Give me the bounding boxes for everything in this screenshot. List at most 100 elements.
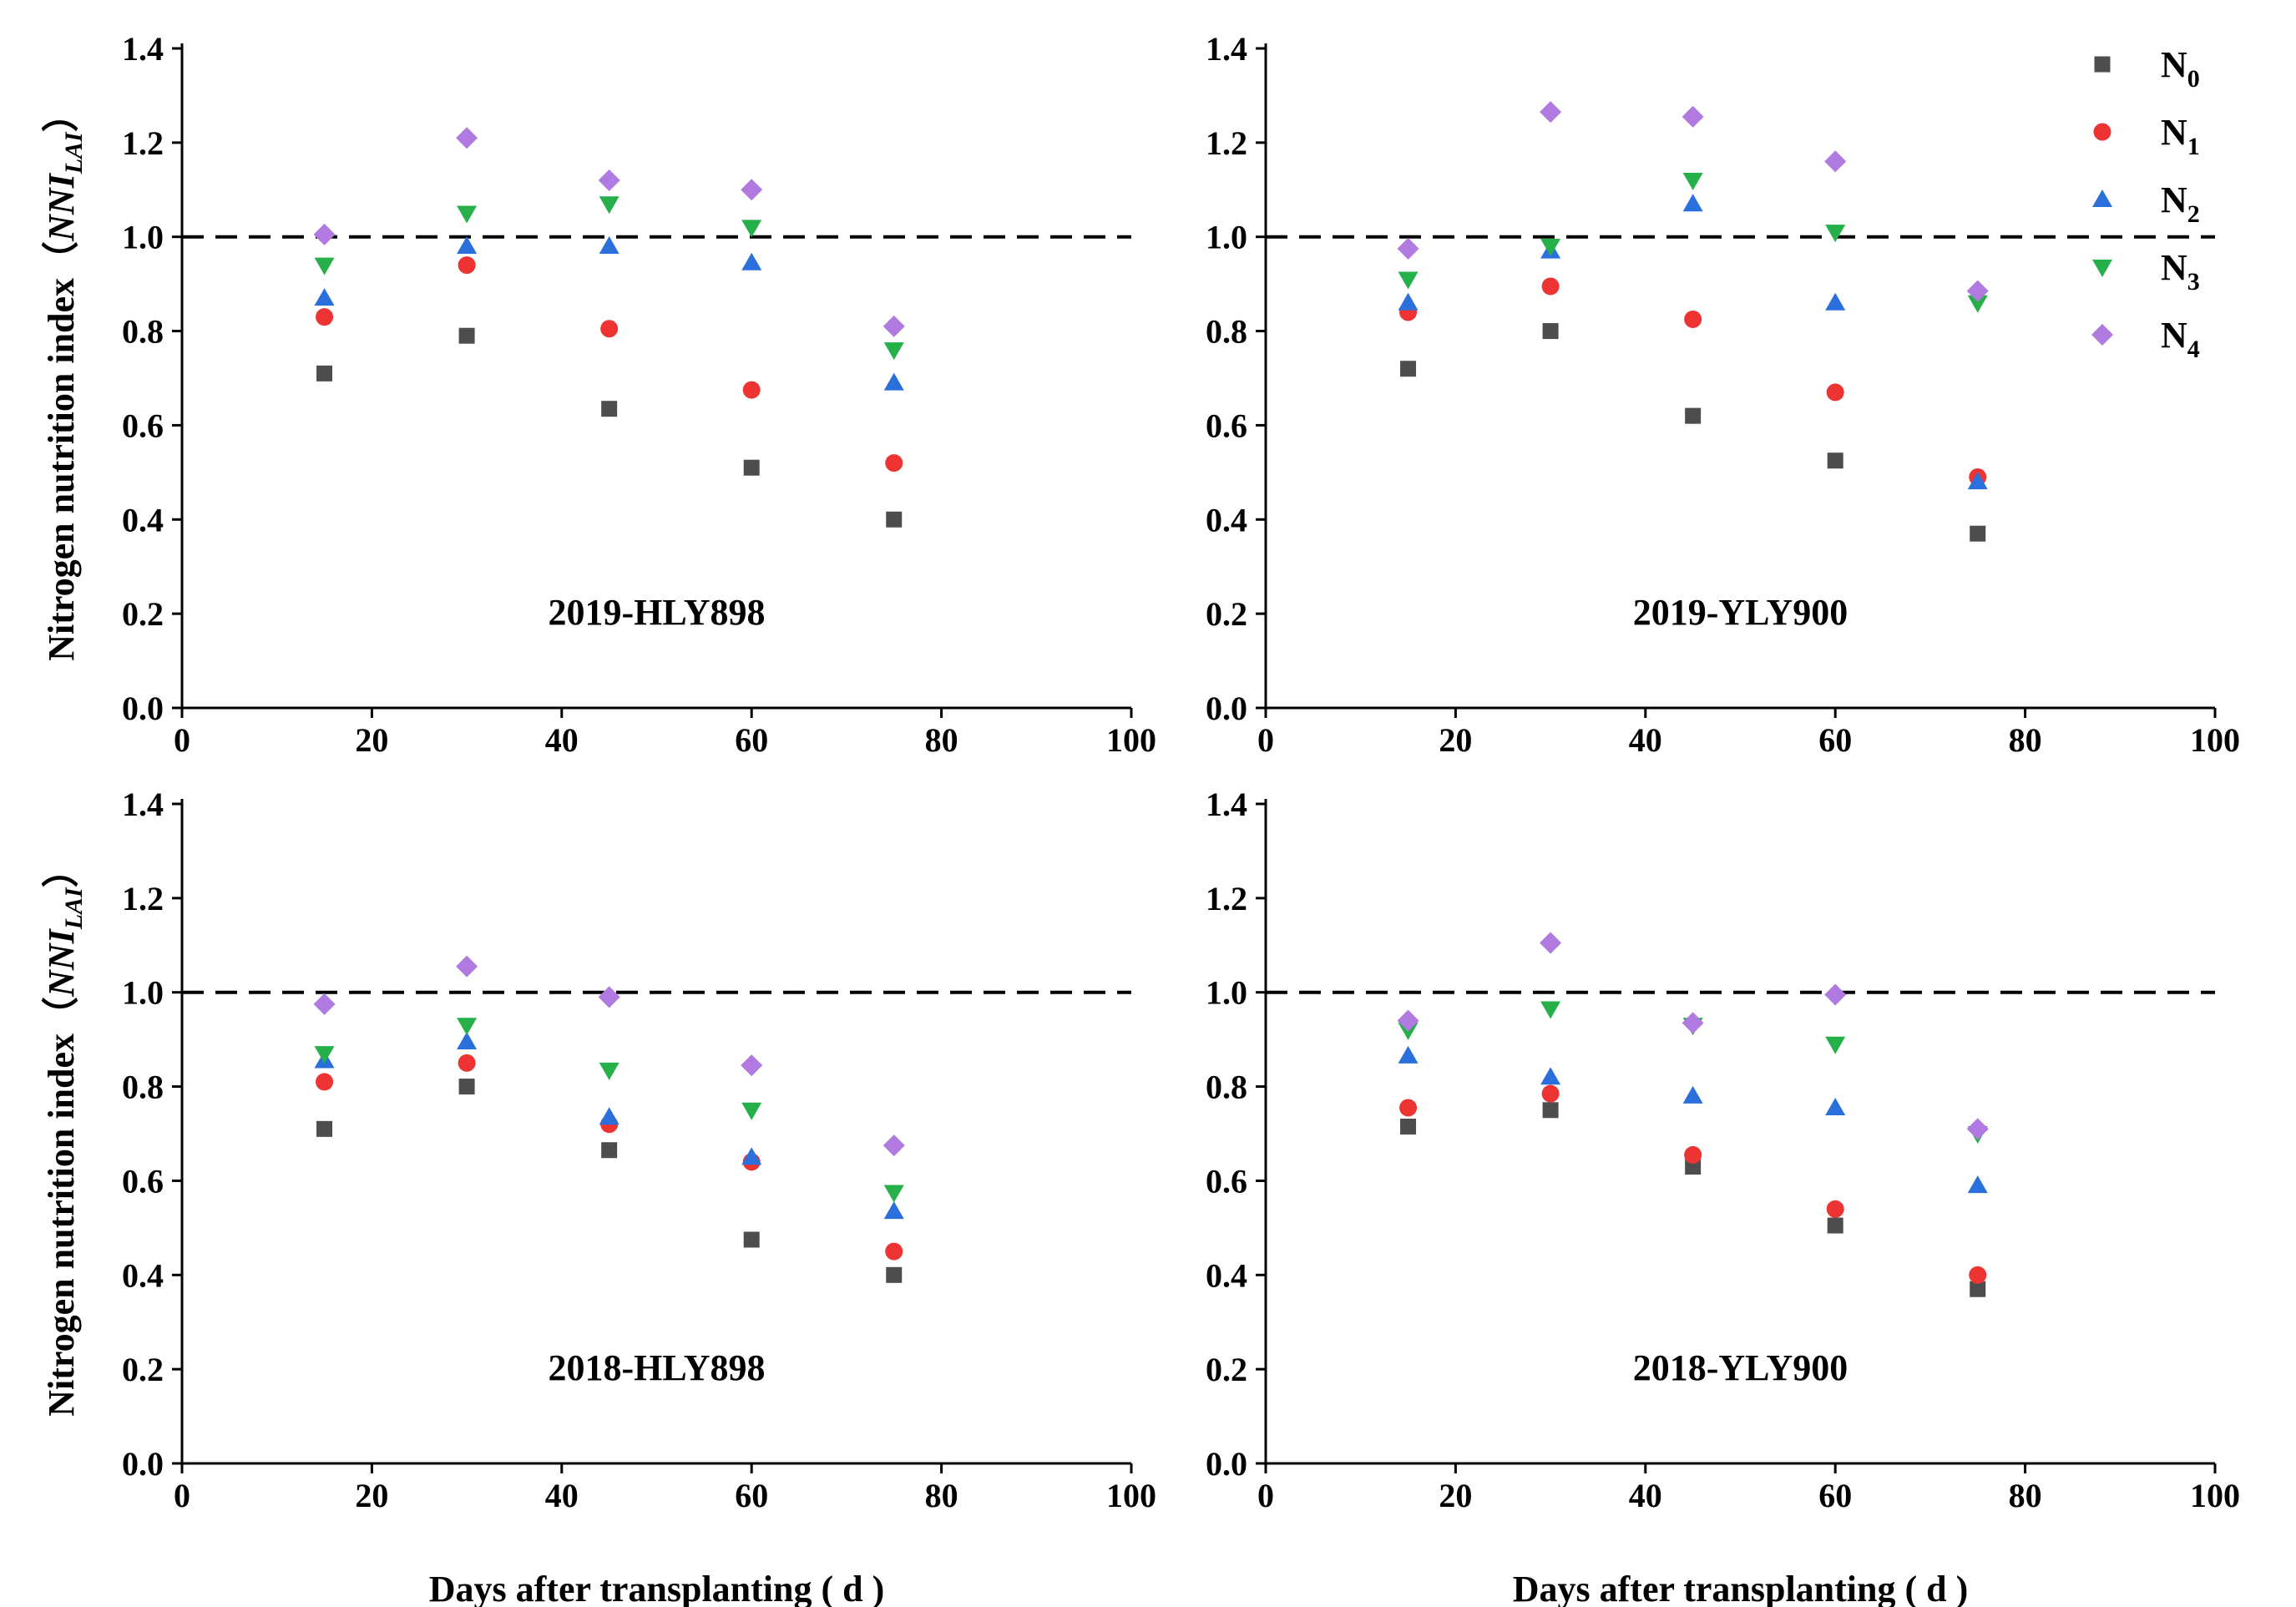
data-point-N4 xyxy=(1824,983,1847,1006)
legend-label: N4 xyxy=(2161,315,2200,363)
x-tick-label: 40 xyxy=(1629,1477,1662,1514)
panel-title: 2018-YLY900 xyxy=(1633,1347,1848,1388)
data-point-N3 xyxy=(883,342,904,361)
data-point-N3 xyxy=(1682,173,1703,190)
x-tick-label: 100 xyxy=(1106,1477,1156,1514)
y-tick-label: 0.4 xyxy=(1206,1256,1247,1294)
data-point-N1 xyxy=(1826,383,1844,402)
data-point-N1 xyxy=(458,1054,476,1072)
y-tick-label: 0.8 xyxy=(1206,313,1247,351)
legend-label-subscript: 1 xyxy=(2187,133,2200,160)
legend-item-N4: N4 xyxy=(2091,315,2200,363)
data-point-N3 xyxy=(1825,1036,1846,1054)
data-point-N1 xyxy=(316,308,334,326)
legend-label-base: N xyxy=(2161,315,2187,356)
legend-label: N3 xyxy=(2161,247,2200,296)
y-tick-label: 0.2 xyxy=(1206,1351,1247,1388)
data-point-N0 xyxy=(1827,1217,1843,1234)
y-tick-label: 0.0 xyxy=(1206,1445,1247,1483)
x-tick-label: 100 xyxy=(1106,721,1156,759)
y-tick-label: 1.2 xyxy=(122,124,164,162)
y-tick-label: 1.2 xyxy=(1206,124,1247,162)
data-point-N1 xyxy=(885,454,903,472)
x-tick-label: 100 xyxy=(2190,1477,2240,1514)
x-tick-label: 20 xyxy=(1439,721,1472,759)
y-tick-label: 1.4 xyxy=(1206,786,1247,823)
data-point-N0 xyxy=(316,365,333,382)
y-tick-label: 0.0 xyxy=(122,1445,164,1483)
data-point-N2 xyxy=(1540,1067,1561,1085)
data-point-N3 xyxy=(1540,239,1561,256)
data-point-N1 xyxy=(1399,1099,1418,1117)
data-point-N2 xyxy=(1682,194,1703,212)
legend-item-N3: N3 xyxy=(2092,247,2200,296)
data-point-N0 xyxy=(316,1120,333,1137)
data-point-N2 xyxy=(741,1147,762,1165)
legend-label-subscript: 2 xyxy=(2187,200,2200,228)
data-point-N2 xyxy=(883,372,904,391)
x-axis-title: Days after transplanting ( d ) xyxy=(429,1569,885,1607)
data-point-N0 xyxy=(1970,525,1986,542)
data-point-N2 xyxy=(741,252,762,270)
legend-label: N2 xyxy=(2161,179,2200,228)
y-tick-label: 0.4 xyxy=(122,501,164,538)
data-point-N4 xyxy=(1682,1012,1704,1034)
y-tick-label: 0.0 xyxy=(122,690,164,727)
y-axis-title-paren-open: （ xyxy=(41,997,82,1033)
data-point-N0 xyxy=(601,401,618,417)
data-point-N0 xyxy=(458,327,475,344)
data-point-N4 xyxy=(1682,105,1704,128)
x-tick-label: 100 xyxy=(2190,721,2240,759)
data-point-N0 xyxy=(886,1266,903,1283)
data-point-N2 xyxy=(1825,1097,1846,1115)
x-tick-label: 60 xyxy=(1818,721,1852,759)
data-point-N3 xyxy=(1825,225,1846,243)
y-tick-label: 1.2 xyxy=(122,880,164,917)
data-point-N0 xyxy=(886,511,903,528)
data-point-N0 xyxy=(743,459,760,476)
panel-2019-YLY900: 0 20 40 60 80 1000.00.20.40.60.81.01.21.42019… xyxy=(1206,30,2240,759)
y-tick-label: 0.6 xyxy=(1206,407,1247,444)
data-point-N4 xyxy=(1966,280,1989,302)
x-tick-label: 0 xyxy=(174,721,190,759)
data-point-N4 xyxy=(1397,237,1419,260)
y-tick-label: 1.0 xyxy=(1206,974,1247,1012)
x-axis-title: Days after transplanting ( d ) xyxy=(1513,1569,1969,1607)
data-point-N4 xyxy=(882,1135,905,1157)
y-tick-label: 0.2 xyxy=(122,1351,164,1388)
data-point-N2 xyxy=(1967,472,1988,490)
x-tick-label: 60 xyxy=(735,721,768,759)
y-tick-label: 0.4 xyxy=(1206,501,1247,538)
data-point-N1 xyxy=(458,256,476,275)
y-axis-title-paren-close: ） xyxy=(41,851,82,887)
panel-title: 2018-HLY898 xyxy=(549,1347,766,1388)
y-axis-title-nni: NNI xyxy=(41,172,82,242)
legend-label-base: N xyxy=(2161,247,2187,288)
data-point-N2 xyxy=(457,1031,478,1049)
data-point-N0 xyxy=(1685,407,1702,424)
x-tick-label: 40 xyxy=(545,1477,579,1514)
data-point-N0 xyxy=(1542,1102,1559,1119)
data-point-N0 xyxy=(1970,1281,1986,1297)
x-tick-label: 0 xyxy=(1257,1477,1274,1514)
data-point-N0 xyxy=(1400,361,1417,377)
y-tick-label: 1.2 xyxy=(1206,880,1247,917)
panel-title: 2019-HLY898 xyxy=(549,592,766,633)
data-point-N3 xyxy=(1398,271,1419,290)
data-point-N1 xyxy=(1541,1084,1560,1103)
y-tick-label: 1.0 xyxy=(122,219,164,256)
y-axis-title-text: Nitrogen nutrition index xyxy=(41,1033,82,1417)
data-point-N3 xyxy=(314,257,335,275)
legend-marker xyxy=(2093,123,2111,141)
legend-label-base: N xyxy=(2161,112,2187,153)
x-tick-label: 20 xyxy=(355,1477,388,1514)
x-tick-label: 60 xyxy=(1818,1477,1852,1514)
y-axis-title-text: Nitrogen nutrition index xyxy=(41,278,82,661)
x-tick-label: 40 xyxy=(1629,721,1662,759)
data-point-N4 xyxy=(1966,1118,1989,1140)
data-point-N4 xyxy=(1824,150,1847,173)
data-point-N4 xyxy=(1397,1009,1419,1032)
data-point-N4 xyxy=(598,169,620,191)
data-point-N4 xyxy=(313,993,336,1015)
